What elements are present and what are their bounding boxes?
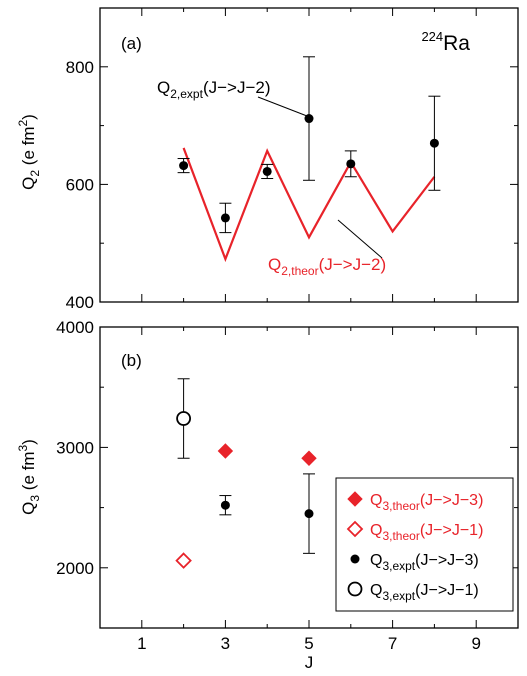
x-tick-label: 5 xyxy=(304,634,313,653)
panel-b-tick-labels: 2000 3000 4000 1 3 5 7 9 xyxy=(56,318,481,653)
y-tick-label: 600 xyxy=(66,175,94,194)
legend-3-rest: (J−>J−3) xyxy=(415,552,479,569)
data-point xyxy=(175,552,192,569)
q2-theor-main: Q xyxy=(268,255,281,274)
theor-annotation-leader xyxy=(337,219,383,259)
panel-b-label: (b) xyxy=(121,351,142,370)
x-tick-label: 7 xyxy=(388,634,397,653)
y-label-sup: 3 xyxy=(16,444,30,451)
data-point xyxy=(176,411,192,426)
y-label-close: ) xyxy=(19,439,38,445)
legend-markers xyxy=(346,491,364,597)
y-label-sub: 2 xyxy=(28,170,42,177)
legend-2-rest: (J−>J−1) xyxy=(420,522,484,539)
nucleus-symbol: Ra xyxy=(443,32,470,55)
data-point xyxy=(304,509,314,519)
data-point xyxy=(301,450,317,466)
data-point xyxy=(262,166,272,176)
q2-theor-annotation: Q2,theor(J−>J−2) xyxy=(268,255,386,278)
legend-entry-1: Q3,theor(J−>J−3) xyxy=(370,492,483,513)
q2-theor-line xyxy=(182,147,436,263)
data-point xyxy=(179,161,189,171)
q2-expt-main: Q xyxy=(157,78,170,97)
q2-expt-sub: 2,expt xyxy=(170,87,203,101)
panel-a-tick-labels: 400 600 800 xyxy=(66,58,94,312)
y-label-main: Q xyxy=(19,177,38,190)
expt-annotation-leader xyxy=(257,96,308,117)
legend-4-sub: 3,expt xyxy=(382,589,415,603)
legend-1-rest: (J−>J−3) xyxy=(420,492,484,509)
y-label-close: ) xyxy=(19,114,38,120)
panel-b-points xyxy=(175,378,317,569)
panel-a-ticks xyxy=(100,7,518,303)
y-label-sub: 3 xyxy=(28,495,42,502)
data-point xyxy=(220,500,230,510)
x-axis-label: J xyxy=(305,653,314,672)
legend: Q3,theor(J−>J−3) Q3,theor(J−>J−1) Q3,exp… xyxy=(335,477,514,612)
x-tick-label: 1 xyxy=(137,634,146,653)
legend-box xyxy=(335,477,514,612)
legend-4-rest: (J−>J−1) xyxy=(415,582,479,599)
q2-expt-annotation: Q2,expt(J−>J−2) xyxy=(157,78,271,101)
legend-entry-4: Q3,expt(J−>J−1) xyxy=(370,582,479,603)
nucleus-mass: 224 xyxy=(421,29,443,44)
y-tick-label: 2000 xyxy=(56,559,94,578)
legend-3-main: Q xyxy=(370,552,382,569)
y-label-main: Q xyxy=(19,502,38,515)
legend-2-sub: 3,theor xyxy=(382,529,419,543)
legend-marker xyxy=(347,491,363,507)
y-label-sup: 2 xyxy=(16,119,30,126)
legend-1-sub: 3,theor xyxy=(382,499,419,513)
q2-expt-rest: (J−>J−2) xyxy=(203,78,271,97)
y-tick-label: 800 xyxy=(66,58,94,77)
y-label-rest: (e fm xyxy=(19,451,38,494)
q2-theor-rest: (J−>J−2) xyxy=(319,255,387,274)
legend-4-main: Q xyxy=(370,582,382,599)
panel-a-label: (a) xyxy=(121,34,142,53)
panel-b-y-axis-label: Q3 (e fm3) xyxy=(16,439,42,515)
legend-1-main: Q xyxy=(370,492,382,509)
legend-marker xyxy=(347,581,363,597)
nucleus-label: 224Ra xyxy=(421,29,470,55)
data-point xyxy=(220,213,230,223)
y-tick-label: 3000 xyxy=(56,438,94,457)
legend-2-main: Q xyxy=(370,522,382,539)
legend-marker xyxy=(346,520,364,538)
legend-marker xyxy=(350,554,360,564)
x-tick-label: 3 xyxy=(221,634,230,653)
data-point xyxy=(217,443,234,459)
x-tick-label: 9 xyxy=(471,634,480,653)
y-tick-label: 4000 xyxy=(56,318,94,337)
data-point xyxy=(346,159,356,169)
legend-3-sub: 3,expt xyxy=(382,559,415,573)
q2-theor-sub: 2,theor xyxy=(281,264,318,278)
y-label-rest: (e fm xyxy=(19,126,38,169)
legend-entry-2: Q3,theor(J−>J−1) xyxy=(370,522,483,543)
y-tick-label: 400 xyxy=(66,293,94,312)
legend-entry-3: Q3,expt(J−>J−3) xyxy=(370,552,479,573)
data-point xyxy=(429,138,439,148)
panel-a-y-axis-label: Q2 (e fm2) xyxy=(16,114,42,190)
